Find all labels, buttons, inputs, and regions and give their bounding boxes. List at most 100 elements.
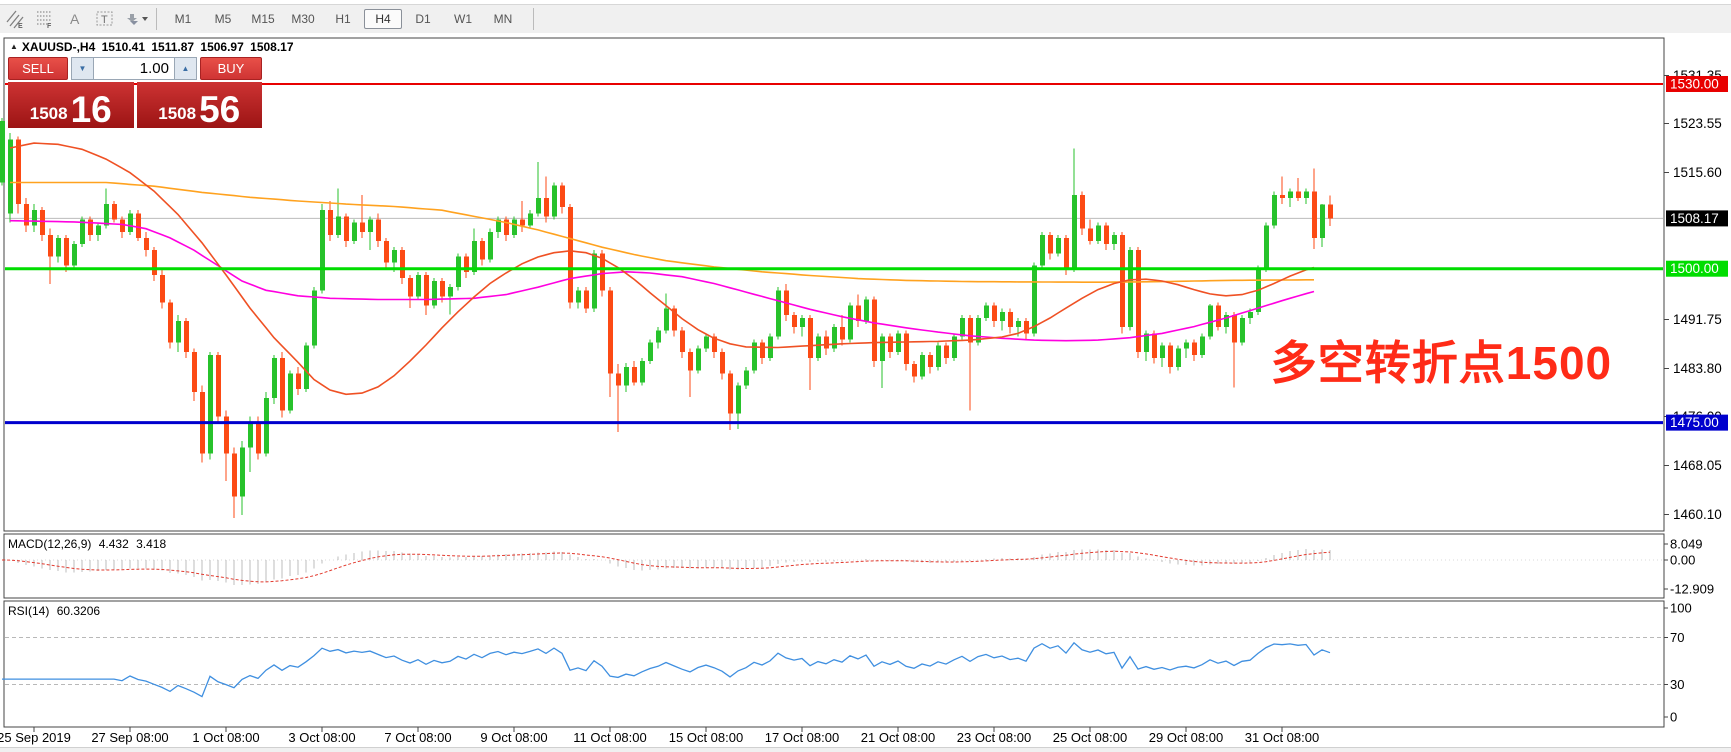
ma-red-line xyxy=(9,142,1315,396)
svg-text:3 Oct 08:00: 3 Oct 08:00 xyxy=(288,730,355,745)
one-click-trading-widget: SELL ▼ ▲ BUY 1508 16 1508 56 xyxy=(8,57,262,128)
ask-pips: 56 xyxy=(199,88,241,130)
bid-main: 1508 xyxy=(29,104,68,123)
timeframe-button-M5[interactable]: M5 xyxy=(214,12,232,26)
svg-text:70: 70 xyxy=(1670,630,1684,645)
buy-button[interactable]: BUY xyxy=(200,57,262,80)
svg-text:1483.80: 1483.80 xyxy=(1673,361,1722,376)
svg-text:8.049: 8.049 xyxy=(1670,537,1703,552)
chart-text-annotation: 多空转折点1500 xyxy=(1270,337,1613,390)
chart-panels xyxy=(3,37,1665,728)
svg-text:1523.55: 1523.55 xyxy=(1673,116,1722,131)
quote-open: 1510.41 xyxy=(101,40,145,54)
svg-text:1 Oct 08:00: 1 Oct 08:00 xyxy=(192,730,259,745)
svg-text:T: T xyxy=(101,14,108,26)
svg-text:1515.60: 1515.60 xyxy=(1673,165,1722,180)
macd-panel xyxy=(3,533,1665,599)
svg-text:0.00: 0.00 xyxy=(1670,553,1695,568)
svg-text:1508.17: 1508.17 xyxy=(1670,211,1719,226)
ma-magenta-line xyxy=(9,219,1315,342)
timeframe-button-W1[interactable]: W1 xyxy=(454,12,472,26)
macd-value-signal: 3.418 xyxy=(136,537,167,551)
ma-orange-line xyxy=(10,181,1314,284)
rsi-line xyxy=(2,641,1331,698)
ask-price-display[interactable]: 1508 56 xyxy=(136,82,262,130)
status-bar xyxy=(0,747,1731,752)
symbol-label: XAUUSD-,H4 xyxy=(21,40,96,54)
arrow-tools-icon[interactable] xyxy=(120,7,150,31)
bid-price-display[interactable]: 1508 16 xyxy=(8,82,134,128)
timeframe-button-H4[interactable]: H4 xyxy=(364,9,402,29)
svg-text:11 Oct 08:00: 11 Oct 08:00 xyxy=(573,730,646,745)
main-chart-panel xyxy=(3,37,1665,532)
main-toolbar: E F A T M1 M5 M15 M30 H1 H4 D1 W1 MN xyxy=(0,5,1731,34)
svg-text:1530.00: 1530.00 xyxy=(1670,76,1719,91)
svg-text:17 Oct 08:00: 17 Oct 08:00 xyxy=(765,730,839,745)
chart-window[interactable]: 1531.351523.551515.601491.751483.801476.… xyxy=(0,33,1731,751)
bid-pips: 16 xyxy=(70,88,112,130)
toolbar-separator xyxy=(156,8,157,30)
candlestick-series xyxy=(0,117,1333,519)
text-label-tool-icon[interactable]: A xyxy=(60,7,90,31)
volume-decrease-button[interactable]: ▼ xyxy=(72,58,94,79)
text-box-tool-icon[interactable]: T xyxy=(90,7,120,31)
resistance-line-1530-badge: 1530.00 xyxy=(1666,75,1728,92)
svg-text:15 Oct 08:00: 15 Oct 08:00 xyxy=(669,730,743,745)
volume-input[interactable] xyxy=(94,58,174,79)
svg-text:25 Oct 08:00: 25 Oct 08:00 xyxy=(1053,730,1127,745)
svg-text:0: 0 xyxy=(1670,710,1677,725)
quote-high: 1511.87 xyxy=(151,40,195,54)
fibonacci-retracement-tool-icon[interactable]: F xyxy=(30,7,60,31)
svg-text:21 Oct 08:00: 21 Oct 08:00 xyxy=(861,730,935,745)
sell-button[interactable]: SELL xyxy=(8,57,68,80)
svg-text:9 Oct 08:00: 9 Oct 08:00 xyxy=(480,730,547,745)
volume-spinner: ▼ ▲ xyxy=(71,57,197,80)
macd-title: MACD(12,26,9) xyxy=(8,537,92,551)
svg-text:E: E xyxy=(18,23,23,29)
svg-text:23 Oct 08:00: 23 Oct 08:00 xyxy=(957,730,1031,745)
svg-text:1491.75: 1491.75 xyxy=(1673,312,1722,327)
svg-text:1500.00: 1500.00 xyxy=(1670,261,1719,276)
svg-text:1475.00: 1475.00 xyxy=(1670,415,1719,430)
support-line-1475-badge: 1475.00 xyxy=(1666,414,1728,431)
time-axis: 25 Sep 2019 27 Sep 08:00 1 Oct 08:00 3 Oct … xyxy=(0,727,1319,745)
timeframe-button-MN[interactable]: MN xyxy=(493,12,513,26)
svg-text:1468.05: 1468.05 xyxy=(1673,458,1722,473)
svg-text:F: F xyxy=(47,23,52,29)
svg-text:-12.909: -12.909 xyxy=(1670,582,1714,597)
quote-header: ▲ XAUUSD-,H4 1510.41 1511.87 1506.97 1508… xyxy=(10,40,297,54)
rsi-indicator-label: RSI(14) 60.3206 xyxy=(8,604,104,618)
rsi-title: RSI(14) xyxy=(8,604,50,618)
equidistant-channel-tool-icon[interactable]: E xyxy=(0,7,30,31)
volume-increase-button[interactable]: ▲ xyxy=(174,58,196,79)
svg-text:1460.10: 1460.10 xyxy=(1673,507,1722,522)
svg-text:25 Sep 2019: 25 Sep 2019 xyxy=(0,730,71,745)
chart-plot-area[interactable]: 1531.351523.551515.601491.751483.801476.… xyxy=(0,33,1731,751)
timeframe-button-M15[interactable]: M15 xyxy=(251,12,275,26)
macd-value-main: 4.432 xyxy=(98,537,129,551)
rsi-panel xyxy=(3,600,1665,728)
ask-main: 1508 xyxy=(158,104,197,123)
quote-low: 1506.97 xyxy=(200,40,244,54)
svg-text:7 Oct 08:00: 7 Oct 08:00 xyxy=(384,730,451,745)
macd-signal-line xyxy=(1,550,1331,583)
price-axis: 1531.351523.551515.601491.751483.801476.… xyxy=(1664,68,1728,725)
quote-close: 1508.17 xyxy=(250,40,294,54)
svg-text:27 Sep 08:00: 27 Sep 08:00 xyxy=(91,730,168,745)
svg-text:A: A xyxy=(70,11,80,27)
timeframe-button-M30[interactable]: M30 xyxy=(291,12,315,26)
current-price-badge: 1508.17 xyxy=(1666,210,1728,227)
rsi-value: 60.3206 xyxy=(56,604,101,618)
window-top-strip xyxy=(0,0,1731,5)
svg-text:31 Oct 08:00: 31 Oct 08:00 xyxy=(1245,730,1319,745)
svg-text:29 Oct 08:00: 29 Oct 08:00 xyxy=(1149,730,1223,745)
toolbar-separator xyxy=(533,8,534,30)
pivot-line-1500-badge: 1500.00 xyxy=(1666,260,1728,277)
timeframe-button-H1[interactable]: H1 xyxy=(335,12,351,26)
timeframe-button-D1[interactable]: D1 xyxy=(415,12,431,26)
timeframe-button-M1[interactable]: M1 xyxy=(174,12,192,26)
svg-text:100: 100 xyxy=(1670,601,1692,616)
collapse-arrow-icon[interactable]: ▲ xyxy=(10,42,18,51)
macd-indicator-label: MACD(12,26,9) 4.432 3.418 xyxy=(8,537,170,551)
timeframe-button-group: M1 M5 M15 M30 H1 H4 D1 W1 MN xyxy=(163,9,523,29)
